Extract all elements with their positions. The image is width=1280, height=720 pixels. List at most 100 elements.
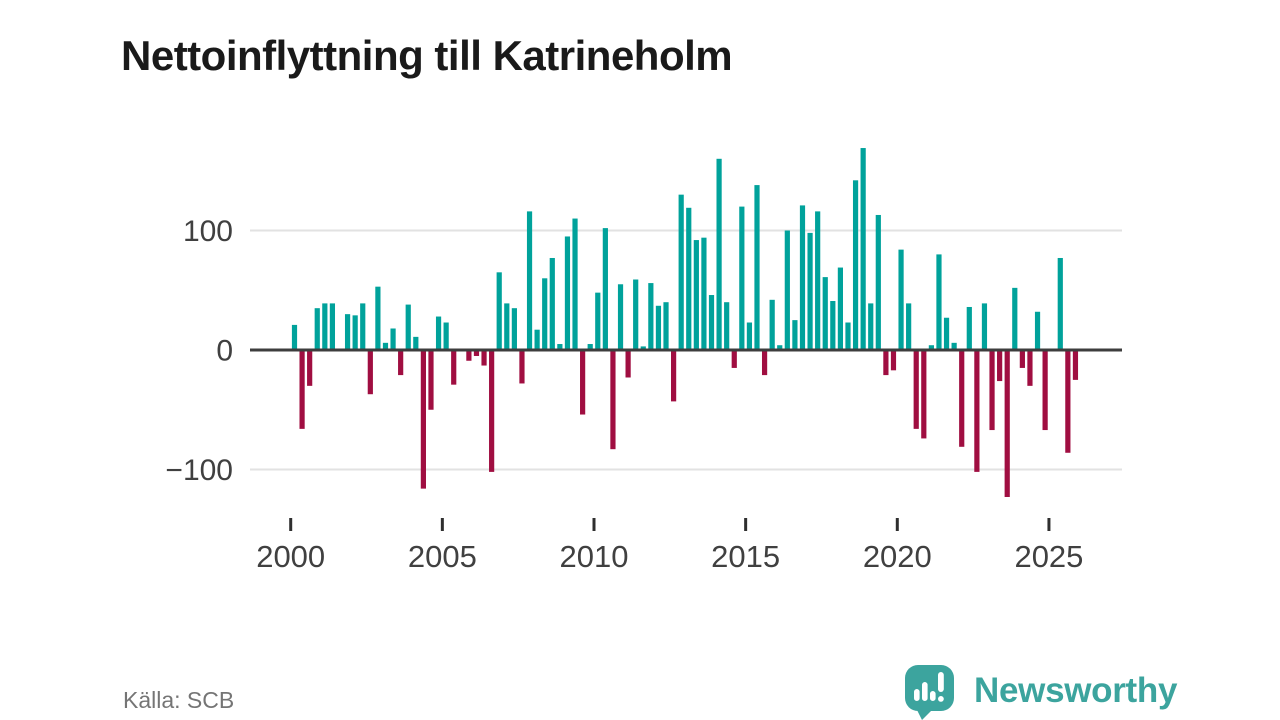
- bar-q37: [572, 218, 578, 351]
- bar-q0: [291, 324, 298, 351]
- page-title: Nettoinflyttning till Katrineholm: [121, 32, 733, 80]
- bar-q86: [943, 317, 950, 352]
- bar-q17: [420, 349, 426, 489]
- bar-q67: [799, 205, 806, 351]
- bar-q76: [868, 303, 874, 351]
- bar-q70: [822, 277, 828, 352]
- bar-q54: [701, 237, 707, 351]
- bar-q78: [883, 349, 889, 376]
- bar-q16: [413, 336, 419, 352]
- bar-q75: [860, 148, 866, 351]
- bar-q36: [564, 236, 571, 351]
- bar-q55: [708, 295, 715, 351]
- bar-q10: [367, 349, 373, 395]
- bar-q98: [1034, 311, 1041, 351]
- bar-q97: [1027, 349, 1033, 386]
- bar-q29: [511, 308, 517, 352]
- bar-q48: [655, 305, 662, 351]
- bar-q13: [390, 328, 396, 351]
- bar-q2: [307, 349, 313, 386]
- bar-q77: [875, 214, 881, 351]
- bar-q52: [686, 207, 692, 351]
- bar-q3: [314, 308, 320, 352]
- bar-q12: [382, 342, 389, 351]
- bar-q69: [815, 211, 821, 351]
- bar-q11: [375, 286, 381, 352]
- y-axis-label-100: 100: [183, 215, 233, 248]
- bar-q82: [913, 349, 919, 429]
- bar-q84: [928, 345, 934, 351]
- x-axis-label-2000: 2000: [256, 539, 325, 574]
- bar-q44: [625, 349, 631, 378]
- bar-q28: [504, 303, 510, 351]
- bar-q41: [602, 228, 608, 351]
- bar-q49: [663, 302, 669, 351]
- bar-q93: [997, 349, 1003, 382]
- y-axis-label-0: 0: [216, 335, 233, 368]
- bar-q39: [587, 344, 593, 351]
- bar-q90: [974, 349, 980, 472]
- bar-q45: [633, 279, 639, 352]
- bar-q19: [435, 316, 442, 351]
- speech-bubble-bar-chart-icon: [905, 665, 954, 720]
- bar-q15: [405, 304, 411, 351]
- y-axis-label--100: −100: [165, 454, 233, 487]
- newsworthy-logo: Newsworthy: [901, 662, 1177, 720]
- bar-q14: [398, 349, 404, 376]
- bar-q38: [580, 349, 586, 415]
- bar-q8: [352, 315, 358, 352]
- bar-q5: [329, 303, 336, 351]
- bar-q73: [845, 322, 851, 351]
- bar-q81: [906, 303, 912, 351]
- bar-q51: [678, 194, 684, 351]
- brand-wordmark: Newsworthy: [974, 671, 1178, 710]
- bar-q58: [731, 349, 737, 368]
- bar-q102: [1065, 349, 1071, 453]
- bar-q23: [466, 349, 472, 361]
- x-axis-label-2015: 2015: [711, 539, 780, 574]
- bar-q9: [360, 303, 366, 351]
- bar-q21: [451, 349, 457, 385]
- bar-q35: [557, 344, 563, 351]
- x-axis-label-2010: 2010: [560, 539, 629, 574]
- bar-q7: [344, 314, 351, 351]
- bar-q26: [489, 349, 495, 472]
- bar-q33: [542, 278, 548, 351]
- bar-q34: [549, 257, 555, 352]
- bar-q31: [526, 211, 533, 351]
- bar-q27: [496, 272, 502, 351]
- bar-q66: [792, 320, 798, 352]
- bar-q83: [921, 349, 927, 439]
- x-axis-label-2005: 2005: [408, 539, 477, 574]
- source-note: Källa: SCB: [123, 687, 235, 713]
- bar-q103: [1072, 349, 1079, 380]
- bar-q56: [716, 158, 722, 351]
- bar-q43: [617, 284, 624, 351]
- bar-q47: [648, 283, 654, 351]
- bar-q64: [777, 345, 783, 351]
- bar-q74: [852, 180, 859, 351]
- bar-q96: [1019, 349, 1025, 368]
- bar-q72: [837, 267, 843, 351]
- bar-q94: [1004, 349, 1010, 497]
- bar-q92: [989, 349, 995, 431]
- bar-q4: [322, 303, 328, 351]
- bar-q20: [443, 322, 449, 351]
- bar-q25: [481, 349, 487, 366]
- bar-q60: [746, 322, 753, 351]
- bar-q80: [898, 249, 904, 351]
- bar-q68: [807, 232, 813, 351]
- bar-q87: [951, 342, 957, 351]
- bar-q24: [473, 349, 480, 356]
- bar-q53: [693, 240, 699, 351]
- bar-q85: [936, 254, 942, 351]
- bar-q59: [739, 206, 745, 351]
- bar-q62: [761, 349, 768, 376]
- bar-q50: [671, 349, 677, 402]
- bar-q40: [595, 292, 601, 351]
- bar-q79: [890, 349, 897, 371]
- bar-q18: [428, 349, 434, 410]
- bar-q32: [534, 329, 540, 352]
- bar-q88: [959, 349, 965, 447]
